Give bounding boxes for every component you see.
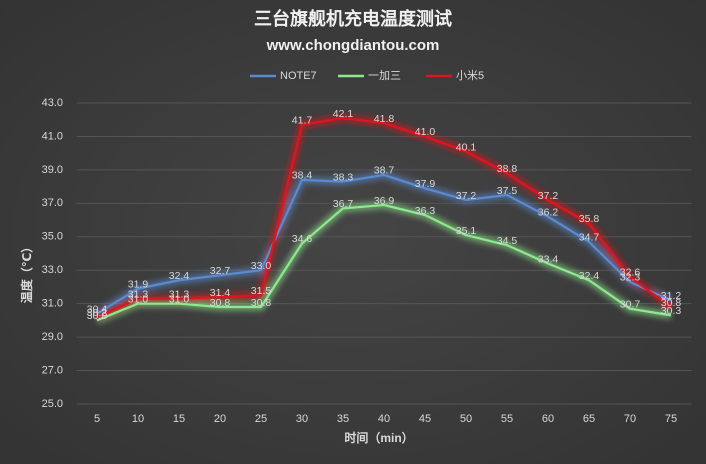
data-label: 38.8 bbox=[497, 163, 518, 175]
data-label: 30.8 bbox=[251, 297, 272, 309]
data-label: 32.4 bbox=[579, 270, 600, 282]
y-axis-label: 温度（℃） bbox=[19, 241, 34, 304]
data-label: 32.4 bbox=[169, 270, 190, 282]
data-label: 30.4 bbox=[87, 303, 108, 315]
data-label: 40.1 bbox=[456, 141, 477, 153]
x-tick-label: 55 bbox=[501, 413, 513, 425]
data-label: 41.7 bbox=[292, 115, 313, 127]
data-label: 32.6 bbox=[620, 267, 641, 279]
data-label: 31.0 bbox=[169, 293, 190, 305]
data-label: 33.0 bbox=[251, 260, 272, 272]
data-label: 38.7 bbox=[374, 165, 395, 177]
data-label: 32.3 bbox=[620, 272, 641, 284]
y-tick-label: 41.0 bbox=[42, 130, 63, 142]
data-label: 34.5 bbox=[497, 235, 518, 247]
data-label: 36.3 bbox=[415, 205, 436, 217]
data-label: 37.9 bbox=[415, 178, 436, 190]
x-tick-label: 60 bbox=[542, 413, 554, 425]
y-tick-label: 27.0 bbox=[42, 364, 63, 376]
data-label: 31.4 bbox=[210, 287, 231, 299]
data-label: 38.3 bbox=[333, 171, 354, 183]
x-tick-label: 70 bbox=[624, 413, 636, 425]
data-label: 36.7 bbox=[333, 198, 354, 210]
data-label: 31.3 bbox=[169, 288, 190, 300]
data-label: 41.0 bbox=[415, 126, 436, 138]
chart-title: 三台旗舰机充电温度测试 bbox=[254, 8, 452, 29]
data-label: 41.8 bbox=[374, 113, 395, 125]
data-label: 42.1 bbox=[333, 108, 354, 120]
x-tick-label: 15 bbox=[173, 413, 185, 425]
data-label: 30.3 bbox=[661, 305, 682, 317]
y-tick-label: 43.0 bbox=[42, 97, 63, 109]
x-tick-label: 65 bbox=[583, 413, 595, 425]
data-label: 31.2 bbox=[661, 290, 682, 302]
x-tick-label: 5 bbox=[94, 413, 100, 425]
data-label: 38.4 bbox=[292, 170, 313, 182]
data-label: 31.3 bbox=[128, 288, 149, 300]
series-line bbox=[96, 116, 672, 319]
data-label: 37.2 bbox=[538, 190, 559, 202]
data-label: 37.5 bbox=[497, 185, 518, 197]
data-label: 30.2 bbox=[87, 307, 108, 319]
x-tick-label: 35 bbox=[337, 413, 349, 425]
x-tick-label: 75 bbox=[665, 413, 677, 425]
data-label: 31.5 bbox=[251, 285, 272, 297]
data-label: 33.4 bbox=[538, 253, 559, 265]
legend-label: 一加三 bbox=[368, 69, 401, 82]
data-label: 36.9 bbox=[374, 195, 395, 207]
chart-subtitle: www.chongdiantou.com bbox=[266, 37, 440, 54]
data-label: 34.6 bbox=[292, 233, 313, 245]
x-tick-label: 45 bbox=[419, 413, 431, 425]
x-tick-label: 40 bbox=[378, 413, 390, 425]
data-label: 30.8 bbox=[661, 297, 682, 309]
x-tick-label: 10 bbox=[132, 413, 144, 425]
data-label: 30.8 bbox=[210, 297, 231, 309]
legend-label: 小米5 bbox=[456, 69, 484, 82]
y-tick-label: 29.0 bbox=[42, 331, 63, 343]
data-label: 37.2 bbox=[456, 190, 477, 202]
data-label: 36.2 bbox=[538, 206, 559, 218]
y-tick-label: 35.0 bbox=[42, 231, 63, 243]
data-label: 30.7 bbox=[620, 298, 641, 310]
data-label: 31.0 bbox=[128, 293, 149, 305]
data-label: 35.1 bbox=[456, 225, 477, 237]
data-label: 35.8 bbox=[579, 213, 600, 225]
data-label: 30.0 bbox=[87, 310, 108, 322]
data-label: 34.7 bbox=[579, 232, 600, 244]
x-axis-label: 时间（min） bbox=[344, 430, 413, 445]
x-tick-label: 30 bbox=[296, 413, 308, 425]
data-label: 32.7 bbox=[210, 265, 231, 277]
legend-label: NOTE7 bbox=[280, 70, 317, 82]
y-tick-label: 25.0 bbox=[42, 398, 63, 410]
series-line bbox=[96, 173, 672, 315]
x-tick-label: 20 bbox=[214, 413, 226, 425]
y-tick-label: 39.0 bbox=[42, 164, 63, 176]
x-tick-label: 25 bbox=[255, 413, 267, 425]
y-tick-label: 31.0 bbox=[42, 298, 63, 310]
series-line bbox=[96, 203, 672, 322]
y-tick-label: 37.0 bbox=[42, 197, 63, 209]
data-label: 31.9 bbox=[128, 278, 149, 290]
y-tick-label: 33.0 bbox=[42, 264, 63, 276]
x-tick-label: 50 bbox=[460, 413, 472, 425]
